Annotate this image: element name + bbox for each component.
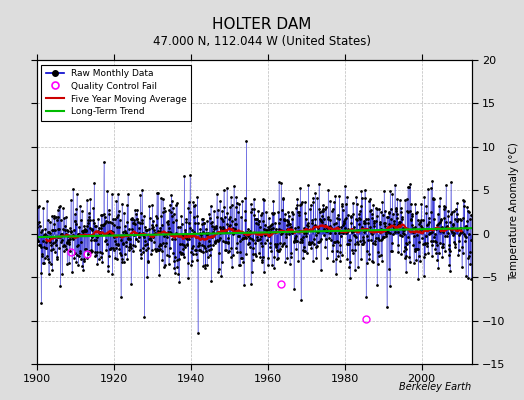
Text: Berkeley Earth: Berkeley Earth: [399, 382, 472, 392]
Legend: Raw Monthly Data, Quality Control Fail, Five Year Moving Average, Long-Term Tren: Raw Monthly Data, Quality Control Fail, …: [41, 64, 191, 121]
Y-axis label: Temperature Anomaly (°C): Temperature Anomaly (°C): [509, 142, 520, 282]
Text: HOLTER DAM: HOLTER DAM: [212, 17, 312, 32]
Text: 47.000 N, 112.044 W (United States): 47.000 N, 112.044 W (United States): [153, 35, 371, 48]
